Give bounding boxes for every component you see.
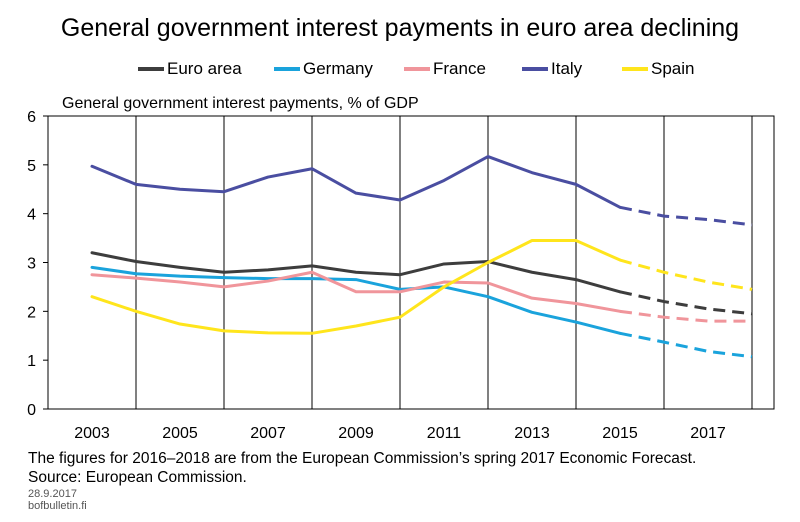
- legend-label-italy: Italy: [551, 59, 583, 78]
- legend-swatch-france: [404, 67, 430, 71]
- y-tick-label: 6: [27, 109, 36, 126]
- legend-item-germany: Germany: [274, 58, 373, 80]
- x-tick-label: 2017: [690, 425, 726, 442]
- y-tick-label: 5: [27, 158, 36, 175]
- footnote-source: Source: European Commission.: [28, 469, 247, 486]
- series-line-germany: [90, 265, 622, 335]
- y-axis-label: General government interest payments, % …: [62, 95, 419, 112]
- legend-label-euro-area: Euro area: [167, 59, 242, 78]
- legend-item-spain: Spain: [622, 58, 694, 80]
- legend-item-euro-area: Euro area: [138, 58, 242, 80]
- series-line-euro-area: [90, 251, 622, 294]
- legend-swatch-euro-area: [138, 67, 164, 71]
- legend-swatch-spain: [622, 67, 648, 71]
- series-forecast-line-italy: [619, 205, 753, 227]
- x-tick-label: 2013: [514, 425, 550, 442]
- x-tick-label: 2005: [162, 425, 198, 442]
- series-line-france: [90, 270, 622, 313]
- publication-site: bofbulletin.fi: [28, 500, 87, 512]
- legend-label-spain: Spain: [651, 59, 695, 78]
- legend-label-germany: Germany: [303, 59, 373, 78]
- legend-swatch-italy: [522, 67, 548, 71]
- legend-item-france: France: [404, 58, 486, 80]
- y-tick-label: 2: [27, 304, 36, 321]
- x-tick-label: 2007: [250, 425, 286, 442]
- series-forecast-line-france: [619, 309, 752, 323]
- footnote: The figures for 2016–2018 are from the E…: [28, 449, 696, 487]
- y-tick-label: 4: [27, 207, 36, 224]
- series-line-spain: [90, 239, 622, 335]
- chart-title: General government interest payments in …: [60, 14, 740, 42]
- plot-frame: [47, 115, 775, 410]
- series-forecast-line-spain: [619, 258, 753, 291]
- legend-label-france: France: [433, 59, 486, 78]
- x-tick-label: 2009: [338, 425, 374, 442]
- series-forecast-line-germany: [619, 331, 753, 359]
- series-forecast-line-euro-area: [619, 290, 753, 316]
- y-tick-label: 3: [27, 256, 36, 273]
- publication-meta: 28.9.2017 bofbulletin.fi: [28, 488, 87, 512]
- publication-date: 28.9.2017: [28, 488, 77, 500]
- series-line-italy: [90, 155, 622, 209]
- legend: Euro area Germany France Italy Spain: [0, 58, 800, 80]
- legend-swatch-germany: [274, 67, 300, 71]
- x-tick-label: 2015: [602, 425, 638, 442]
- x-tick-label: 2011: [427, 425, 462, 442]
- legend-item-italy: Italy: [522, 58, 582, 80]
- y-tick-label: 0: [27, 402, 36, 419]
- x-tick-label: 2003: [74, 425, 110, 442]
- y-tick-label: 1: [27, 353, 36, 370]
- footnote-forecast-note: The figures for 2016–2018 are from the E…: [28, 450, 697, 467]
